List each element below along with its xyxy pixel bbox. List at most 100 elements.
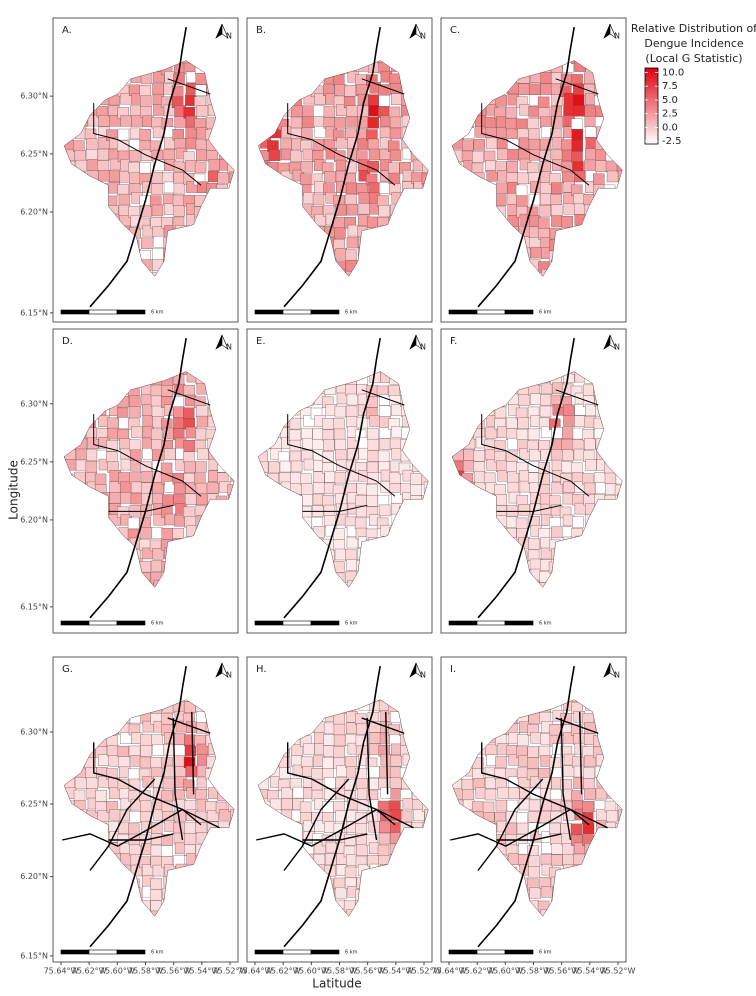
- district: [573, 193, 585, 205]
- district: [335, 204, 347, 216]
- district: [301, 494, 313, 506]
- district: [140, 734, 152, 746]
- scale-segment: [88, 309, 118, 315]
- district: [152, 864, 165, 877]
- district: [551, 148, 564, 161]
- district: [160, 462, 173, 475]
- district: [515, 184, 528, 197]
- district: [474, 471, 486, 483]
- district: [369, 415, 381, 427]
- district: [471, 162, 484, 175]
- district: [139, 140, 151, 152]
- district: [551, 204, 563, 216]
- district: [151, 117, 163, 129]
- north-label: N: [614, 343, 620, 352]
- district: [528, 799, 541, 812]
- district: [573, 94, 585, 106]
- district: [129, 150, 141, 162]
- district: [302, 116, 314, 128]
- district: [518, 394, 530, 406]
- district: [312, 493, 325, 506]
- road: [366, 717, 378, 841]
- district: [595, 160, 607, 172]
- district: [367, 438, 380, 451]
- district: [95, 790, 107, 802]
- district: [74, 150, 86, 162]
- district: [139, 162, 151, 174]
- district: [129, 844, 141, 856]
- district: [584, 115, 597, 128]
- district: [494, 484, 506, 496]
- x-tick-label: 75.58°W: [322, 967, 357, 976]
- district: [356, 844, 368, 856]
- scale-segment: [504, 309, 534, 315]
- district: [347, 224, 360, 237]
- district: [314, 842, 326, 854]
- district: [197, 448, 209, 460]
- district: [604, 472, 617, 485]
- district: [323, 745, 335, 757]
- district: [118, 193, 131, 206]
- district: [378, 95, 390, 107]
- district: [495, 182, 508, 195]
- district: [335, 248, 347, 260]
- district: [379, 821, 391, 833]
- scale-segment: [476, 309, 506, 315]
- district: [183, 440, 195, 452]
- district: [140, 745, 152, 757]
- district: [141, 471, 153, 483]
- district: [495, 194, 507, 206]
- district: [413, 809, 425, 821]
- district: [97, 148, 110, 161]
- scale-segment: [60, 949, 90, 955]
- district: [344, 833, 357, 846]
- district: [139, 756, 152, 769]
- district: [312, 193, 325, 206]
- district: [485, 744, 497, 756]
- district: [75, 777, 87, 789]
- district: [323, 439, 335, 451]
- district: [151, 527, 163, 539]
- district: [106, 417, 119, 430]
- scale-segment: [310, 620, 340, 626]
- boundary: [63, 371, 235, 588]
- scale-segment: [476, 620, 506, 626]
- district: [183, 407, 195, 419]
- road: [481, 103, 590, 186]
- road: [191, 711, 195, 795]
- district: [346, 393, 359, 406]
- district: [583, 767, 595, 779]
- district: [377, 450, 390, 463]
- district: [378, 205, 390, 217]
- district: [207, 810, 219, 822]
- district: [196, 405, 208, 417]
- road: [287, 103, 396, 186]
- panel-label: F.: [450, 336, 457, 347]
- district: [323, 105, 336, 118]
- river: [283, 337, 381, 619]
- district: [131, 426, 143, 438]
- scale-segment: [254, 620, 284, 626]
- district: [150, 384, 163, 397]
- district: [108, 170, 121, 183]
- y-tick-label: 6.30°N: [20, 399, 48, 408]
- district: [527, 757, 539, 769]
- district: [497, 787, 509, 799]
- road: [496, 833, 562, 841]
- district: [172, 528, 184, 540]
- district: [527, 162, 539, 174]
- district: [527, 746, 539, 758]
- district: [583, 778, 595, 790]
- district: [335, 886, 348, 899]
- district: [173, 182, 186, 195]
- district: [496, 148, 509, 161]
- district: [562, 492, 575, 505]
- y-tick-label: 6.15°N: [20, 308, 48, 317]
- district: [391, 426, 403, 438]
- district: [333, 74, 345, 86]
- district: [539, 116, 552, 129]
- district: [161, 790, 173, 802]
- district: [280, 138, 292, 150]
- district: [356, 778, 368, 790]
